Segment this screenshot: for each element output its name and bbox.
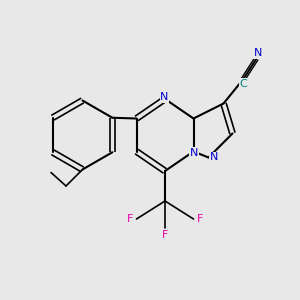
Text: N: N — [190, 148, 198, 158]
Text: N: N — [210, 152, 218, 163]
Text: F: F — [197, 214, 203, 224]
Text: N: N — [254, 48, 262, 58]
Text: F: F — [127, 214, 133, 224]
Text: C: C — [240, 79, 248, 89]
Text: N: N — [160, 92, 169, 103]
Text: F: F — [162, 230, 168, 240]
